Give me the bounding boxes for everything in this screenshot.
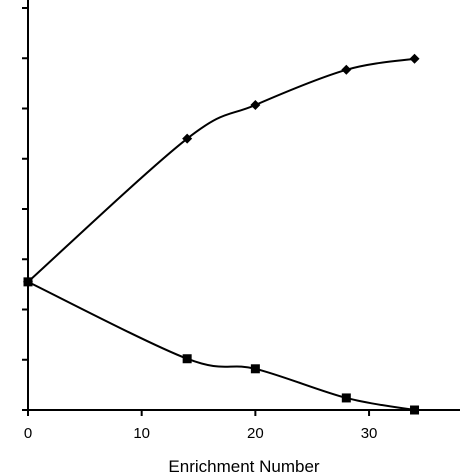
y-ticks <box>22 7 28 411</box>
x-tick-label: 10 <box>133 425 150 442</box>
x-tick-label: 20 <box>247 425 264 442</box>
data-point-diamond <box>341 64 352 75</box>
x-tick-label: 30 <box>361 425 378 442</box>
data-point-square <box>182 354 192 364</box>
data-point-diamond <box>409 53 420 64</box>
data-point-diamond <box>250 99 261 110</box>
series-line-2 <box>27 280 415 411</box>
chart-axes <box>27 0 460 411</box>
series-layer <box>23 53 420 415</box>
data-point-square <box>250 364 260 374</box>
data-point-square <box>23 277 33 287</box>
series-line-1 <box>27 57 415 283</box>
x-ticks: 0 10 20 30 <box>24 410 378 442</box>
x-tick-label: 0 <box>24 425 32 442</box>
data-point-square <box>410 405 420 415</box>
x-axis-title: Enrichment Number <box>168 457 320 474</box>
data-point-square <box>341 393 351 403</box>
data-point-diamond <box>182 133 193 144</box>
